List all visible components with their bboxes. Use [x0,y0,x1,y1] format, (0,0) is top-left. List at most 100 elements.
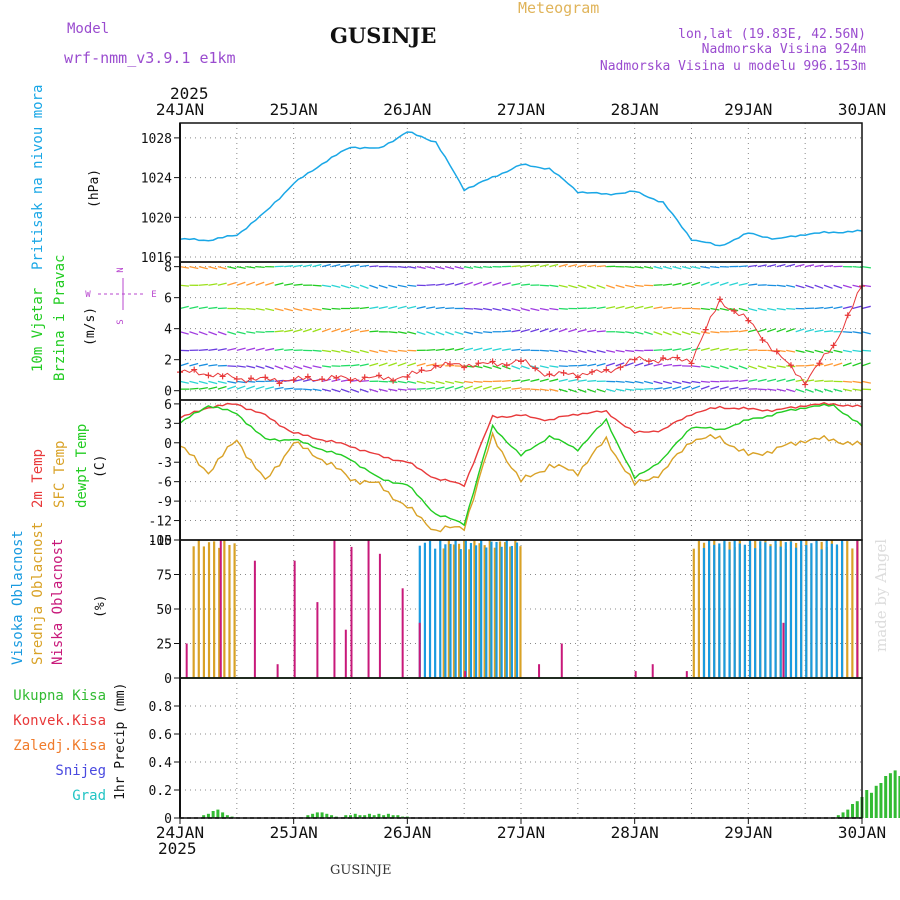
compass-e: E [151,290,156,300]
mid-cloud-bar [483,545,486,678]
wind-arrow [805,264,815,268]
mid-cloud-bar [457,543,461,678]
wind-arrow [217,282,227,286]
wind-arrow [369,330,379,333]
wind-arrow [302,307,313,312]
wind-arrow [738,365,748,370]
wind-arrow [454,282,464,286]
wind-arrow [700,281,710,286]
wind-speed-marker [787,362,794,369]
mid-cloud-bar [514,540,517,678]
precip-bar [221,812,225,818]
wind-arrow [643,380,654,385]
wind-arrow [587,388,596,393]
wind-arrow [255,266,265,269]
mid-cloud-bar [218,547,221,678]
wind-arrow [463,281,473,286]
ytick-label: -9 [156,495,172,510]
watermark: made by Angel [872,539,890,652]
wind-arrow [198,386,208,390]
wind-arrow [198,283,208,286]
wind-speed-marker [617,364,624,371]
wind-speed-marker [759,337,766,344]
wind-arrow [729,386,739,390]
wind-arrow [653,363,663,367]
wind-arrow [786,388,796,393]
wind-arrow [624,362,634,367]
wind-arrow [217,266,227,270]
wind-arrow [454,385,464,390]
wind-arrow [179,380,189,384]
wind-arrow [274,348,284,352]
wind-arrow [227,281,237,286]
cloud-unit: (%) [93,595,108,618]
high-cloud-bar [835,544,839,678]
mid-cloud-bar [463,540,466,678]
wind-arrow [653,266,663,270]
mid-cloud-bar [233,543,236,678]
axis-layer: 101610201024102802468-15-12-9-6-30360255… [141,100,886,842]
wind-arrow [672,266,682,270]
wind-speed-marker [233,376,240,383]
wind-arrow [719,386,729,390]
elevation-label: Nadmorska Visina 924m [702,42,867,57]
low-cloud-bar [685,671,688,678]
wind-arrow [748,283,758,286]
wind-arrow [302,328,312,333]
xtick-label-bottom: 29JAN [724,823,772,842]
wind-arrow [738,387,748,390]
dewpt-line [179,403,863,527]
ytick-label: 1024 [141,172,172,187]
xtick-label-top: 25JAN [270,100,318,119]
wind-arrow [208,266,218,270]
wind-arrow [426,284,436,286]
mid-cloud-ylabel: Srednja Oblacnost [30,522,46,665]
wind-arrow [293,365,303,370]
ytick-label: 25 [156,638,172,653]
wind-arrow [748,307,758,312]
mid-cloud-bar [488,540,491,678]
wind-arrow [454,331,464,336]
high-cloud-bar [825,540,828,678]
wind-arrow [426,363,436,367]
wind-ylabel-sub: Brzina i Pravac [52,255,68,381]
wind-arrow [719,365,729,370]
wind-speed-marker [830,342,837,349]
wind-arrow [322,307,332,311]
wind-speed-marker [702,326,709,333]
precip-bar [841,812,845,818]
wind-arrow [852,349,862,353]
ytick-label: -15 [149,534,172,549]
low-cloud-bar [538,664,541,678]
wind-arrow [331,328,341,333]
xtick-label-top: 30JAN [838,100,886,119]
wind-arrow [454,266,464,270]
high-cloud-bar [485,547,488,678]
low-cloud-bar [316,602,319,678]
wind-arrow [549,349,559,353]
wind-arrow [236,331,246,335]
wind-arrow [691,281,701,286]
wind-arrow [407,362,417,367]
wind-speed-marker [773,348,780,355]
wind-arrow [606,306,616,310]
wind-arrow [549,388,559,392]
wind-arrow [208,283,218,286]
wind-arrow [435,386,445,390]
wind-arrow [340,388,350,393]
wind-arrow [558,349,568,353]
wind-arrow [274,307,284,312]
wind-arrow [814,329,824,333]
pressure-ylabel: Pritisak na nivou mora [30,85,46,270]
wind-arrow [596,362,606,367]
model-label: Model [67,21,109,37]
ytick-label: 8 [164,261,172,276]
wind-arrow [426,387,436,390]
wind-arrow [691,266,701,270]
wind-arrow [681,347,691,352]
wind-arrow [511,307,521,312]
wind-arrow [530,264,540,268]
high-cloud-bar [718,543,721,678]
wind-arrow [369,284,379,289]
wind-arrow [615,380,625,383]
